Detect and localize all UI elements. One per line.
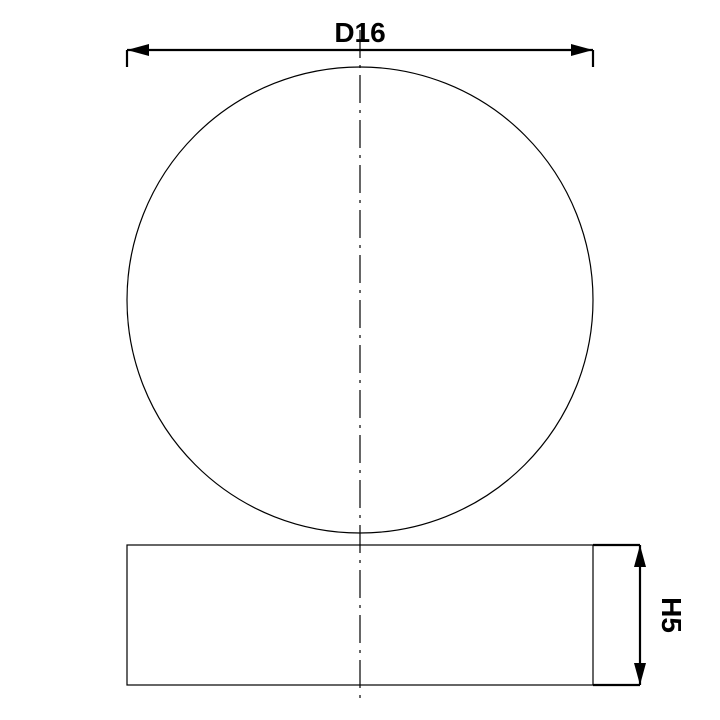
dimension-height: H5 — [593, 545, 687, 685]
dimension-diameter: D16 — [127, 17, 593, 67]
tech-drawing: D16 H5 — [0, 0, 720, 720]
dimension-diameter-label: D16 — [334, 17, 385, 48]
dimension-height-label: H5 — [656, 597, 687, 633]
